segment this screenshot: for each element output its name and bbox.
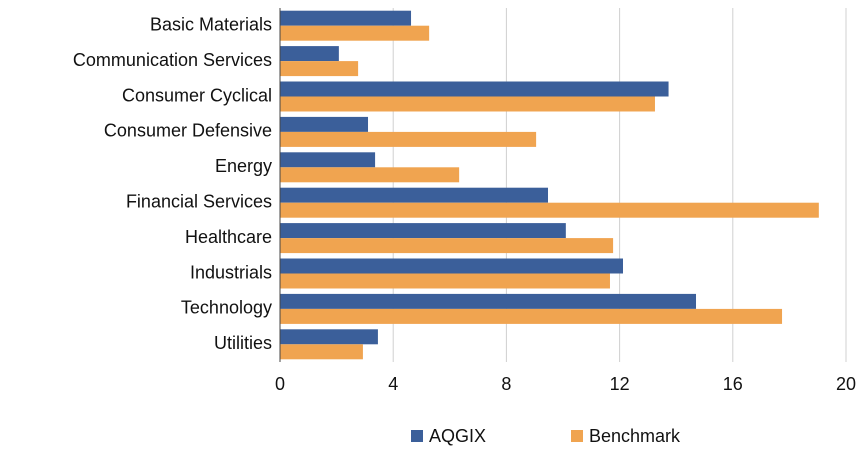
x-tick-label: 20	[836, 374, 856, 394]
y-tick-label: Financial Services	[126, 191, 272, 211]
bar	[280, 116, 369, 132]
y-tick-label: Industrials	[190, 262, 272, 282]
legend-swatch	[411, 430, 423, 442]
bar	[280, 46, 339, 62]
bar	[280, 96, 655, 112]
y-tick-label: Consumer Cyclical	[122, 85, 272, 105]
bar	[280, 10, 412, 26]
y-tick-label: Consumer Defensive	[104, 121, 272, 141]
bar	[280, 273, 610, 289]
y-tick-label: Technology	[181, 298, 272, 318]
bar	[280, 223, 566, 239]
bar	[280, 25, 430, 41]
bar	[280, 293, 697, 309]
x-tick-label: 8	[501, 374, 511, 394]
bar	[280, 329, 378, 345]
legend-label: AQGIX	[429, 426, 486, 446]
bar	[280, 167, 460, 183]
bar	[280, 187, 549, 203]
legend-swatch	[571, 430, 583, 442]
x-tick-label: 0	[275, 374, 285, 394]
y-tick-label: Energy	[215, 156, 272, 176]
bar	[280, 131, 537, 147]
bar	[280, 152, 376, 168]
x-tick-label: 16	[723, 374, 743, 394]
x-tick-label: 4	[388, 374, 398, 394]
x-tick-label: 12	[610, 374, 630, 394]
bar	[280, 61, 359, 77]
bar	[280, 308, 783, 324]
y-tick-label: Healthcare	[185, 227, 272, 247]
legend-label: Benchmark	[589, 426, 681, 446]
bar	[280, 258, 623, 274]
bar	[280, 81, 669, 97]
y-tick-label: Basic Materials	[150, 14, 272, 34]
y-tick-label: Communication Services	[73, 50, 272, 70]
y-tick-label: Utilities	[214, 333, 272, 353]
bar	[280, 238, 614, 254]
bar	[280, 344, 363, 360]
bar	[280, 202, 819, 218]
